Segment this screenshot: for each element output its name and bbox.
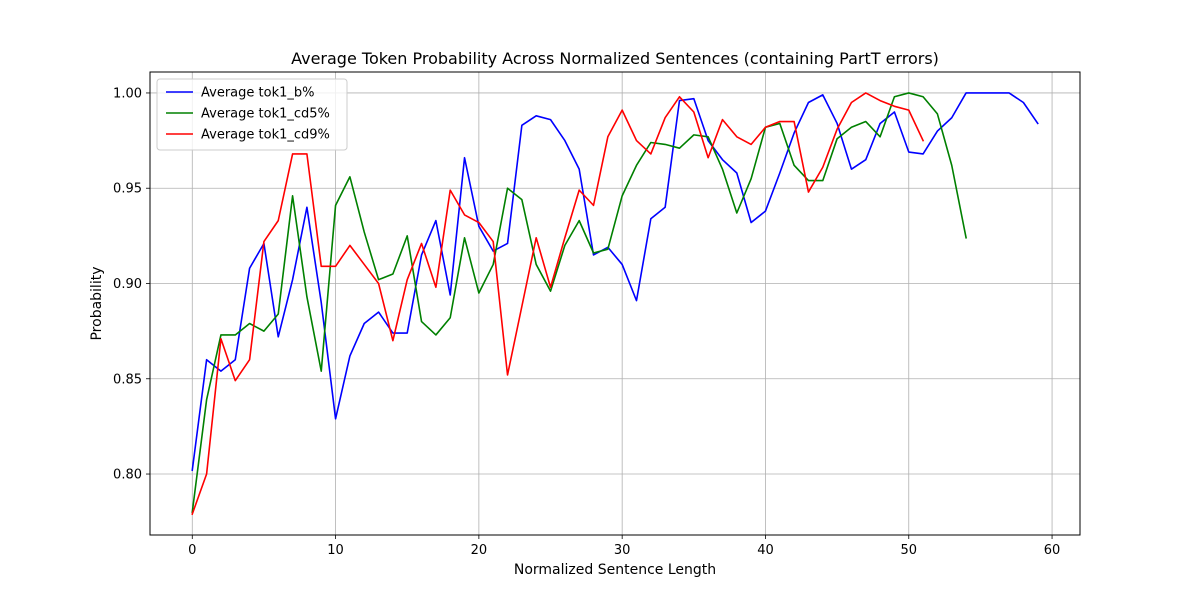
x-tick-label: 10	[327, 543, 344, 558]
y-axis-label: Probability	[89, 266, 105, 340]
series-line-2	[191, 92, 968, 514]
legend: Average tok1_b% Average tok1_cd5% Average …	[156, 78, 348, 151]
legend-box	[156, 78, 348, 151]
legend-label-2: Average tok1_cd5%	[201, 107, 330, 122]
x-tick-label: 0	[188, 543, 196, 558]
axis-ticks: 0 10 20 30 40 50 60 0.80 0.85 0.90 0.95 1.00	[113, 86, 1060, 558]
x-axis-label: Normalized Sentence Length	[514, 562, 716, 578]
grid-lines	[150, 72, 1080, 535]
series-line-3	[191, 92, 925, 516]
x-tick-label: 50	[900, 543, 917, 558]
y-tick-label: 0.85	[113, 372, 142, 387]
y-tick-label: 0.80	[113, 468, 142, 483]
legend-label-3: Average tok1_cd9%	[201, 128, 330, 143]
y-tick-label: 1.00	[113, 86, 142, 101]
chart-title: Average Token Probability Across Normali…	[291, 49, 939, 68]
x-tick-label: 20	[471, 543, 488, 558]
x-tick-label: 60	[1044, 543, 1061, 558]
plot-frame	[149, 71, 1081, 536]
y-tick-label: 0.95	[113, 182, 142, 197]
x-tick-label: 40	[757, 543, 774, 558]
series-lines	[191, 92, 1039, 516]
series-line-1	[191, 92, 1039, 472]
x-tick-label: 30	[614, 543, 631, 558]
y-tick-label: 0.90	[113, 277, 142, 292]
legend-label-1: Average tok1_b%	[201, 86, 314, 101]
